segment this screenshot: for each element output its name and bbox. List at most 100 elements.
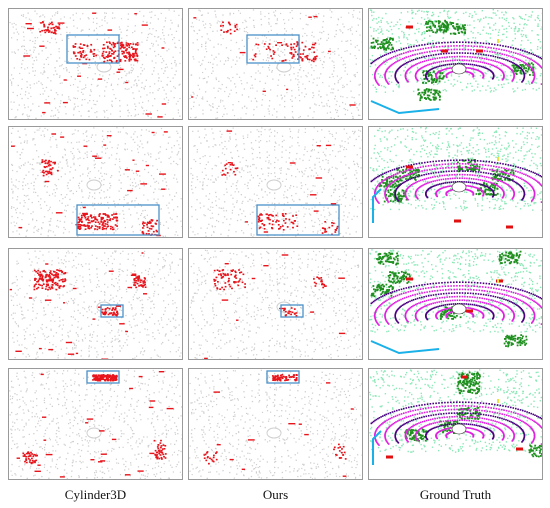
gt-point-terrain (485, 32, 488, 34)
scan-point (144, 85, 146, 87)
scan-point (17, 84, 19, 87)
scan-point (268, 206, 270, 208)
scan-point (267, 108, 269, 110)
caption-ground-truth: Ground Truth (419, 487, 492, 502)
scan-point (94, 60, 96, 63)
scan-point (295, 192, 297, 195)
scan-point (249, 213, 251, 215)
gt-point-terrain (436, 68, 438, 70)
scan-point (342, 32, 344, 34)
error-point (234, 24, 237, 27)
error-point (88, 227, 91, 230)
scan-point (60, 33, 62, 36)
scan-point (240, 80, 242, 82)
scan-point (201, 171, 203, 173)
scan-point (247, 136, 249, 138)
scan-point (196, 149, 198, 151)
error-point (80, 56, 83, 58)
scan-point (124, 45, 126, 48)
scan-point (142, 101, 144, 103)
error-point (43, 29, 46, 32)
scan-point (97, 202, 99, 205)
scan-point (232, 167, 234, 169)
scan-point (296, 217, 298, 219)
scan-point (105, 173, 108, 175)
scan-point (357, 17, 359, 19)
scan-point (236, 219, 239, 222)
scan-point (24, 94, 26, 96)
gt-point-terrain (472, 37, 474, 39)
scan-point (88, 140, 90, 142)
scan-point (282, 180, 284, 182)
gt-point-road (445, 68, 448, 70)
scan-point (29, 163, 31, 165)
scan-point (125, 132, 127, 134)
gt-point-terrain (463, 34, 465, 36)
scan-point (270, 89, 272, 91)
scan-point (22, 213, 24, 215)
scan-point (241, 213, 243, 215)
scan-point (288, 59, 291, 62)
error-point (76, 58, 79, 60)
scan-point (290, 99, 292, 101)
scan-point (344, 193, 346, 196)
scan-point (53, 74, 55, 76)
error-point (304, 45, 307, 48)
gt-point-terrain (528, 53, 530, 55)
gt-point-terrain (450, 83, 452, 85)
gt-point-vegetation (373, 47, 376, 49)
scan-point (10, 132, 13, 134)
scan-point (345, 232, 347, 234)
gt-point-vegetation (515, 66, 518, 69)
scan-point (277, 84, 279, 86)
scan-point (276, 132, 278, 134)
scan-point (202, 156, 204, 158)
gt-point-terrain (410, 71, 412, 73)
scan-point (100, 189, 102, 191)
scan-point (77, 158, 79, 160)
scan-point (53, 98, 56, 100)
scan-point (256, 106, 258, 108)
error-point (328, 50, 331, 53)
gt-point-terrain (477, 18, 479, 21)
gt-point-road (409, 50, 412, 53)
gt-point-road (501, 79, 504, 81)
gt-point-vegetation (446, 28, 449, 31)
scan-point (298, 86, 300, 88)
gt-point-road (427, 64, 429, 66)
scan-point (232, 76, 234, 79)
scan-point (218, 87, 220, 89)
scan-point (336, 100, 338, 102)
gt-point-vegetation (428, 94, 431, 97)
scan-point (209, 155, 211, 157)
scan-point (348, 166, 350, 169)
scan-point (14, 145, 16, 147)
gt-point-road (490, 64, 493, 66)
scan-point (290, 79, 292, 81)
scan-point (32, 211, 34, 213)
scan-point (247, 224, 249, 226)
scan-point (19, 157, 21, 160)
scan-point (24, 27, 26, 29)
gt-point-road (461, 63, 463, 65)
gt-point-terrain (502, 64, 505, 67)
scan-point (128, 71, 130, 73)
gt-point-terrain (539, 47, 542, 49)
gt-point-terrain (371, 54, 374, 57)
scan-point (94, 112, 96, 114)
gt-point-road (492, 64, 495, 67)
scan-point (336, 109, 339, 112)
scan-point (72, 158, 74, 160)
scan-point (179, 136, 181, 138)
gt-point-road (488, 58, 490, 61)
gt-point-vegetation (422, 81, 424, 84)
scan-point (73, 97, 75, 99)
scan-point (342, 86, 344, 89)
error-point (105, 51, 108, 53)
gt-point-terrain (485, 56, 487, 59)
error-point (121, 43, 124, 46)
scan-point (331, 133, 333, 135)
gt-point-road (487, 54, 490, 57)
gt-point-road (394, 75, 396, 78)
gt-point-road (392, 62, 395, 65)
